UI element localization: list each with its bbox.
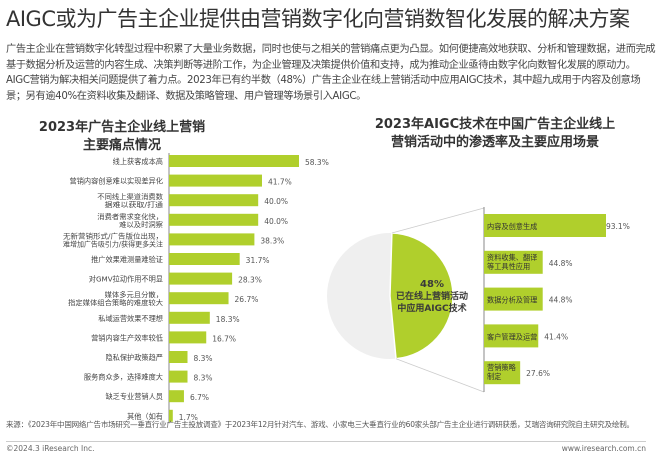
left-category-label: 消费者需求变化快，: [97, 212, 163, 221]
left-category-label: 指定媒体组合策略的难度较大: [68, 298, 163, 307]
left-bar-value: 8.3%: [194, 354, 213, 363]
left-category-label: 不同线上渠道消费数: [97, 192, 163, 201]
left-bar: [169, 174, 262, 187]
right-bar: [484, 324, 539, 348]
pie-aigc-slice: [389, 232, 454, 360]
right-category-label: 等工具性应用: [487, 262, 530, 271]
footer-divider: [6, 441, 646, 442]
left-bar: [169, 351, 188, 363]
left-bar-value: 28.3%: [238, 276, 262, 285]
right-category-label: 资料收集、翻译: [487, 253, 537, 262]
left-bar: [169, 409, 173, 422]
pie-label: 48%: [420, 279, 444, 290]
left-bar-value: 38.3%: [260, 236, 284, 245]
left-bar-value: 58.3%: [305, 158, 329, 167]
left-bar: [169, 272, 233, 285]
left-bar: [169, 390, 184, 403]
pie-connector-line: [391, 207, 485, 234]
left-bar-value: 18.3%: [216, 315, 240, 324]
right-category-label: 数据分析及管理: [487, 296, 537, 305]
left-bar: [169, 213, 259, 226]
right-bar-value: 44.8%: [549, 259, 573, 268]
right-category-label: 制定: [487, 372, 501, 381]
intro-paragraph: 广告主企业在营销数字化转型过程中积累了大量业务数据，同时也使与之相关的营销痛点更…: [6, 44, 656, 102]
left-bar: [169, 253, 240, 265]
left-chart-title: 2023年广告主企业线上营销: [39, 119, 205, 135]
left-category-label: 营销内容生产效率较低: [91, 333, 163, 342]
left-bar-value: 40.0%: [264, 217, 288, 226]
right-bar: [484, 287, 543, 311]
left-category-label: 线上获客成本高: [113, 157, 163, 166]
left-bar: [169, 233, 255, 246]
left-bar-value: 26.7%: [235, 295, 259, 304]
website: www.iresearch.com.cn: [561, 444, 646, 453]
left-bar-value: 1.7%: [179, 413, 198, 422]
left-bar: [169, 194, 259, 207]
left-bar: [169, 311, 210, 324]
right-chart-title: 2023年AIGC技术在中国广告主企业线上: [375, 116, 615, 132]
left-category-label: 难增加广告吸引力/获得更多关注: [63, 239, 163, 248]
right-chart-title: 营销活动中的渗透率及主要应用场景: [391, 134, 599, 150]
right-bar-value: 44.8%: [549, 296, 573, 305]
pie-connector-line: [395, 358, 485, 393]
left-bar-value: 41.7%: [268, 178, 292, 187]
left-bar: [169, 292, 229, 305]
left-category-label: 媒体多元且分散，: [105, 290, 163, 299]
pie-label: 已在线上营销活动: [396, 290, 468, 302]
source-note: 来源：《2023年中国网络广告市场研究—垂直行业广告主投放调查》于2023年12…: [6, 420, 634, 429]
pie-label: 中应用AIGC技术: [397, 302, 466, 314]
left-bar: [169, 331, 207, 344]
left-bar-value: 8.3%: [194, 374, 213, 383]
copyright: ©2024.3 iResearch Inc.: [6, 444, 95, 453]
left-bar-value: 31.7%: [246, 256, 270, 265]
left-category-label: 缺乏专业营销人员: [105, 392, 163, 401]
left-category-label: 其他（如有: [127, 412, 163, 421]
left-category-label: 推广效果难测量难验证: [91, 255, 163, 264]
left-bar-value: 40.0%: [264, 197, 288, 206]
right-bar-value: 27.6%: [526, 369, 550, 378]
right-bar-value: 41.4%: [544, 332, 568, 341]
left-chart-title: 主要痛点情况: [83, 137, 161, 153]
right-category-label: 营销策略: [487, 363, 517, 372]
left-category-label: 对GMV拉动作用不明显: [89, 275, 163, 284]
right-bar-value: 93.1%: [606, 222, 630, 231]
right-category-label: 内容及创意生成: [487, 222, 537, 231]
left-bar: [169, 370, 188, 383]
left-category-label: 营销内容创意难以实现差异化: [70, 177, 163, 186]
left-category-label: 服务商众多，选择难度大: [84, 373, 163, 382]
right-category-label: 客户管理及运营: [487, 332, 537, 341]
right-bar: [484, 250, 543, 274]
right-bar: [484, 214, 606, 237]
left-category-label: 私域运营效果不理想: [98, 314, 163, 323]
left-bar-value: 6.7%: [190, 393, 209, 402]
page-title: AIGC或为广告主企业提供由营销数字化向营销数智化发展的解决方案: [6, 7, 630, 31]
left-bar-value: 16.7%: [212, 334, 236, 343]
left-category-label: 难以及时洞察: [119, 220, 163, 229]
left-category-label: 据难以获取/打通: [105, 200, 163, 209]
right-bar: [484, 361, 521, 385]
left-category-label: 无新营销形式/广告版位出现，: [63, 231, 163, 240]
left-category-label: 隐私保护政策趋严: [105, 353, 163, 362]
left-bar: [169, 155, 299, 167]
